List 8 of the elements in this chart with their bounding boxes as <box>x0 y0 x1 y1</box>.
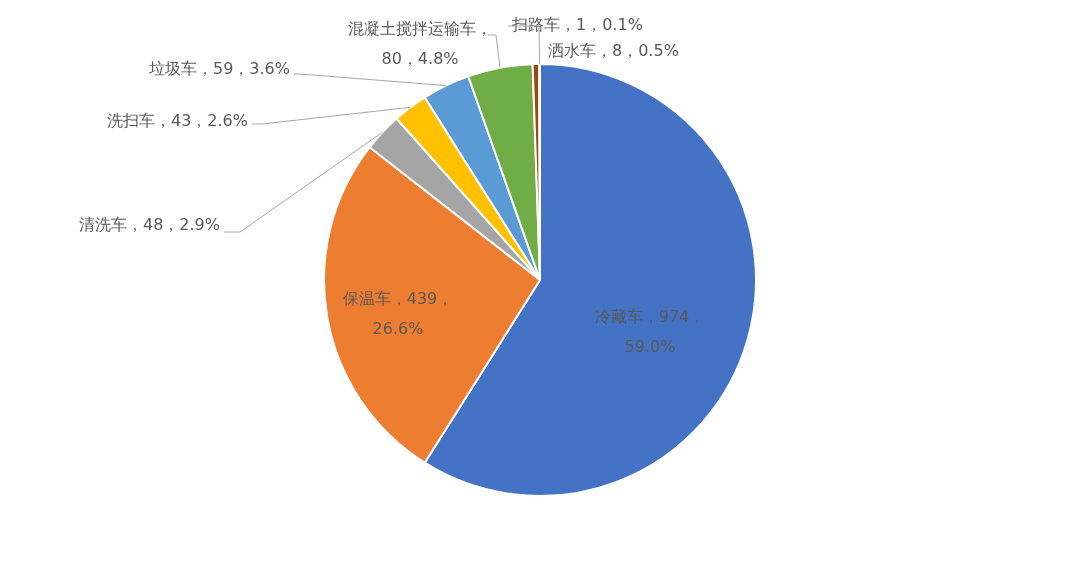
slice-label: 垃圾车，59，3.6% <box>147 59 290 79</box>
slice-label: 洒水车，8，0.5% <box>548 41 679 61</box>
slice-label: 洗扫车，43，2.6% <box>106 111 248 131</box>
slice-label: 扫路车，1，0.1% <box>511 15 643 35</box>
slice-label: 清洗车，48，2.9% <box>78 215 220 235</box>
slice-label: 冷藏车，974， 59.0% <box>594 307 706 357</box>
slice-label: 混凝土搅拌运输车， 80，4.8% <box>348 19 492 69</box>
slice-label: 保温车，439， 26.6% <box>342 289 454 339</box>
